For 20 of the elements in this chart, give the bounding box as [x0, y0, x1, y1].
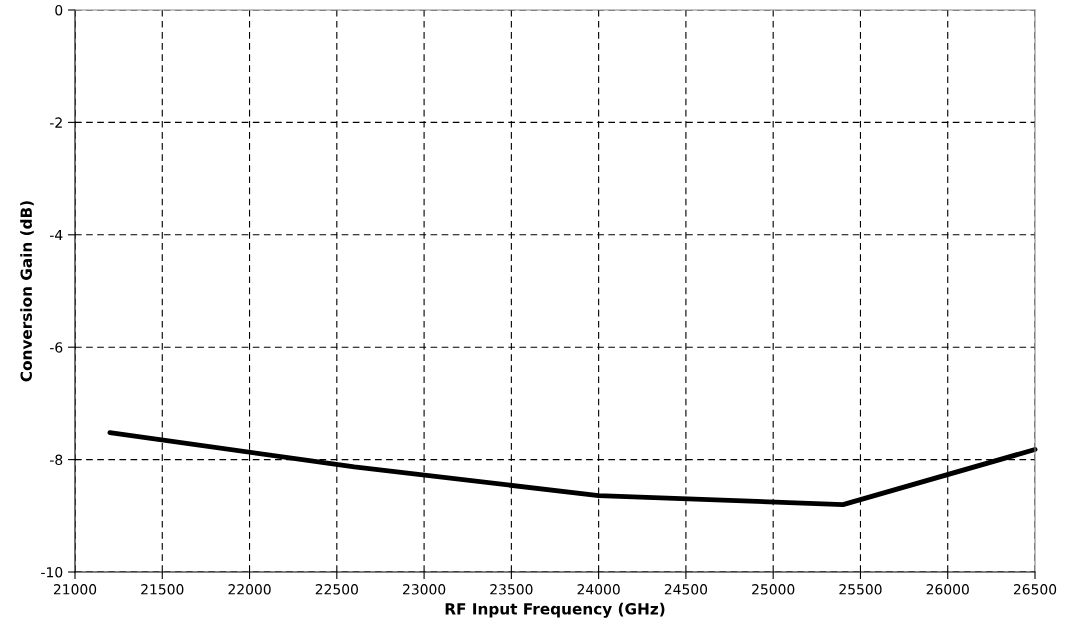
y-axis-title: Conversion Gain (dB) — [20, 201, 34, 382]
y-tick-label: 0 — [55, 4, 63, 16]
x-tick-label: 23000 — [403, 584, 446, 595]
x-tick-label: 24000 — [577, 584, 620, 595]
x-tick-label: 22500 — [315, 584, 358, 595]
y-tick-label: -10 — [41, 566, 63, 578]
x-tick-label: 24500 — [664, 584, 708, 595]
x-axis-title: RF Input Frequency (GHz) — [445, 602, 665, 618]
x-tick-label: 21000 — [53, 584, 97, 595]
x-tick-label: 22000 — [228, 584, 271, 595]
x-tick-label: 25500 — [839, 584, 882, 595]
y-tick-label: -6 — [50, 342, 63, 353]
y-tick-label: -8 — [50, 454, 63, 466]
x-tick-label: 26500 — [1013, 584, 1057, 595]
x-tick-label: 23500 — [490, 584, 533, 595]
y-tick-label: -4 — [50, 229, 63, 241]
x-tick-label: 21500 — [141, 584, 184, 595]
y-tick-label: -2 — [50, 117, 62, 128]
x-tick-label: 26000 — [926, 584, 969, 595]
x-tick-label: 25000 — [752, 584, 795, 595]
